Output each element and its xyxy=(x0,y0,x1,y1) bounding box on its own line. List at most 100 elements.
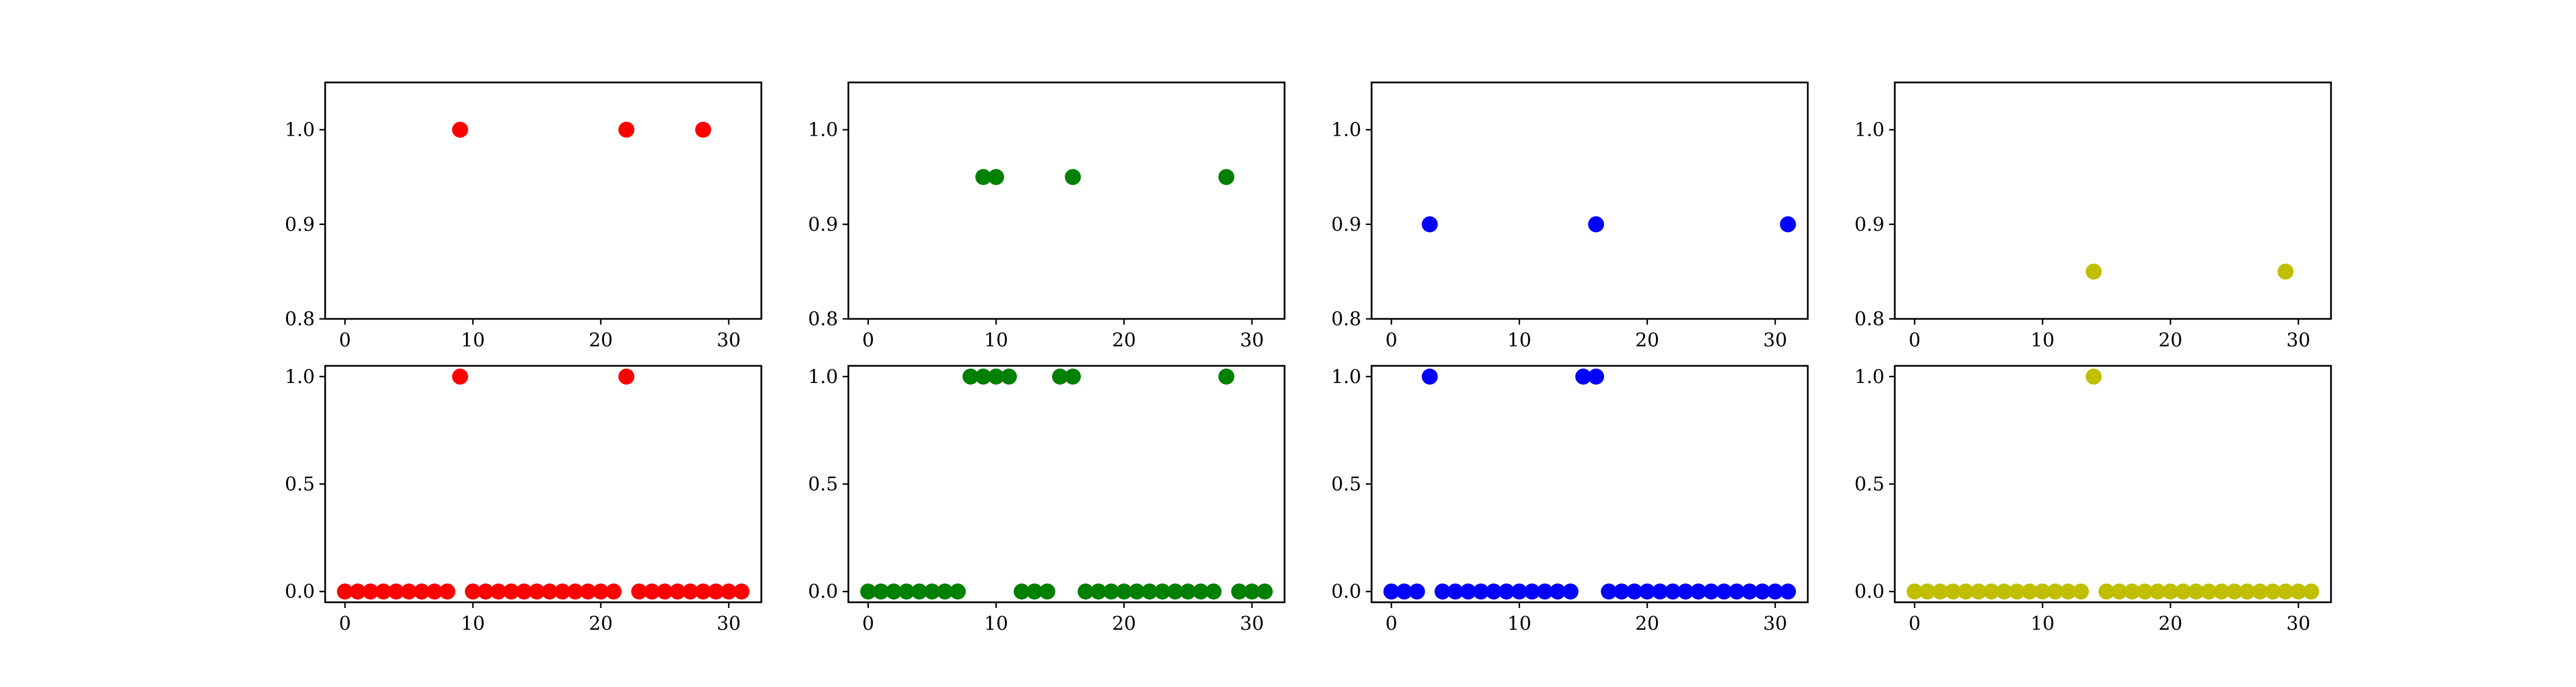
data-point xyxy=(1562,583,1579,600)
x-tick-label: 30 xyxy=(2286,329,2310,351)
data-point xyxy=(1906,583,1923,600)
data-point xyxy=(2303,583,2320,600)
subplot-2-1: 0 10 20 30 0.0 0.5 1.0 xyxy=(285,365,762,634)
data-point xyxy=(1192,583,1209,600)
data-point xyxy=(1180,583,1196,600)
data-point xyxy=(2200,583,2217,600)
subplot-2-2: 0 10 20 30 0.0 0.5 1.0 xyxy=(808,365,1286,634)
data-point xyxy=(1677,583,1694,600)
y-tick-label: 0.5 xyxy=(1855,473,1884,495)
data-point xyxy=(1077,583,1094,600)
data-point xyxy=(1409,583,1425,600)
data-point xyxy=(554,583,571,600)
data-point xyxy=(1511,583,1528,600)
axes-frame xyxy=(1370,365,1809,603)
x-tick-label: 20 xyxy=(1112,329,1136,351)
x-tick-label: 30 xyxy=(1240,329,1264,351)
data-point xyxy=(1218,368,1235,385)
data-point xyxy=(1257,583,1273,600)
data-point xyxy=(1473,583,1490,600)
y-tick-label: 0.5 xyxy=(285,473,315,495)
data-point xyxy=(1435,583,1451,600)
data-point xyxy=(1575,368,1591,385)
data-point xyxy=(2277,583,2294,600)
data-point xyxy=(516,583,532,600)
x-tick-label: 0 xyxy=(1385,612,1397,634)
data-point xyxy=(1460,583,1476,600)
y-tick-label: 0.0 xyxy=(1332,580,1361,602)
x-tick-label: 30 xyxy=(717,612,741,634)
data-point xyxy=(2124,583,2140,600)
data-point xyxy=(2188,583,2204,600)
data-point xyxy=(1639,583,1656,600)
subplot-1-1: 0 10 20 30 0.8 0.9 1.0 xyxy=(285,81,762,351)
x-tick-label: 10 xyxy=(984,329,1008,351)
data-point xyxy=(1970,583,1987,600)
y-tick-label: 0.8 xyxy=(808,307,838,330)
subplot-2-3: 0 10 20 30 0.0 0.5 1.0 xyxy=(1332,365,1809,634)
data-point xyxy=(1588,216,1605,232)
data-point xyxy=(1383,583,1400,600)
x-tick-label: 20 xyxy=(589,612,613,634)
y-tick-label: 1.0 xyxy=(1855,365,1884,388)
data-point xyxy=(708,583,724,600)
data-point xyxy=(898,583,915,600)
data-point xyxy=(1013,583,1030,600)
x-tick-label: 10 xyxy=(1507,329,1531,351)
data-point xyxy=(349,583,366,600)
data-point xyxy=(962,368,979,385)
data-point xyxy=(657,583,673,600)
data-point xyxy=(618,121,635,138)
x-tick-label: 0 xyxy=(1909,612,1921,634)
x-tick-label: 30 xyxy=(1763,612,1787,634)
data-point xyxy=(2136,583,2153,600)
subplot-1-3: 0 10 20 30 0.8 0.9 1.0 xyxy=(1332,81,1809,351)
x-tick-label: 0 xyxy=(339,329,351,351)
data-point xyxy=(592,583,609,600)
data-point xyxy=(643,583,660,600)
data-point xyxy=(542,583,558,600)
data-point xyxy=(362,583,379,600)
y-tick-label: 1.0 xyxy=(808,119,838,141)
x-tick-label: 20 xyxy=(2159,612,2183,634)
data-point xyxy=(872,583,889,600)
data-point xyxy=(682,583,698,600)
data-point xyxy=(1026,583,1043,600)
data-point xyxy=(1550,583,1566,600)
data-point xyxy=(2073,583,2089,600)
data-point xyxy=(1945,583,1961,600)
data-point xyxy=(2047,583,2064,600)
y-tick-label: 1.0 xyxy=(1332,365,1361,388)
x-tick-label: 20 xyxy=(1635,329,1660,351)
y-tick-label: 0.9 xyxy=(1855,213,1884,235)
data-point xyxy=(631,583,647,600)
data-point xyxy=(886,583,902,600)
data-point xyxy=(1447,583,1464,600)
x-tick-label: 20 xyxy=(1635,612,1660,634)
x-tick-label: 10 xyxy=(2030,612,2055,634)
axes-frame xyxy=(1894,365,2332,603)
data-point xyxy=(2162,583,2179,600)
data-point xyxy=(988,169,1005,185)
data-point xyxy=(1601,583,1617,600)
data-point xyxy=(1524,583,1540,600)
data-point xyxy=(1231,583,1247,600)
data-point xyxy=(1001,368,1017,385)
data-point xyxy=(1218,169,1235,185)
data-point xyxy=(1996,583,2013,600)
x-tick-label: 30 xyxy=(717,329,741,351)
data-point xyxy=(1983,583,2000,600)
x-tick-label: 0 xyxy=(1385,329,1397,351)
x-tick-label: 10 xyxy=(1507,612,1531,634)
data-point xyxy=(1932,583,1949,600)
y-tick-label: 0.9 xyxy=(285,213,315,235)
data-point xyxy=(1116,583,1132,600)
y-tick-label: 0.0 xyxy=(808,580,838,602)
data-point xyxy=(695,583,712,600)
data-point xyxy=(1039,583,1056,600)
data-point xyxy=(452,368,468,385)
data-point xyxy=(1613,583,1630,600)
data-point xyxy=(1780,583,1796,600)
data-point xyxy=(401,583,417,600)
